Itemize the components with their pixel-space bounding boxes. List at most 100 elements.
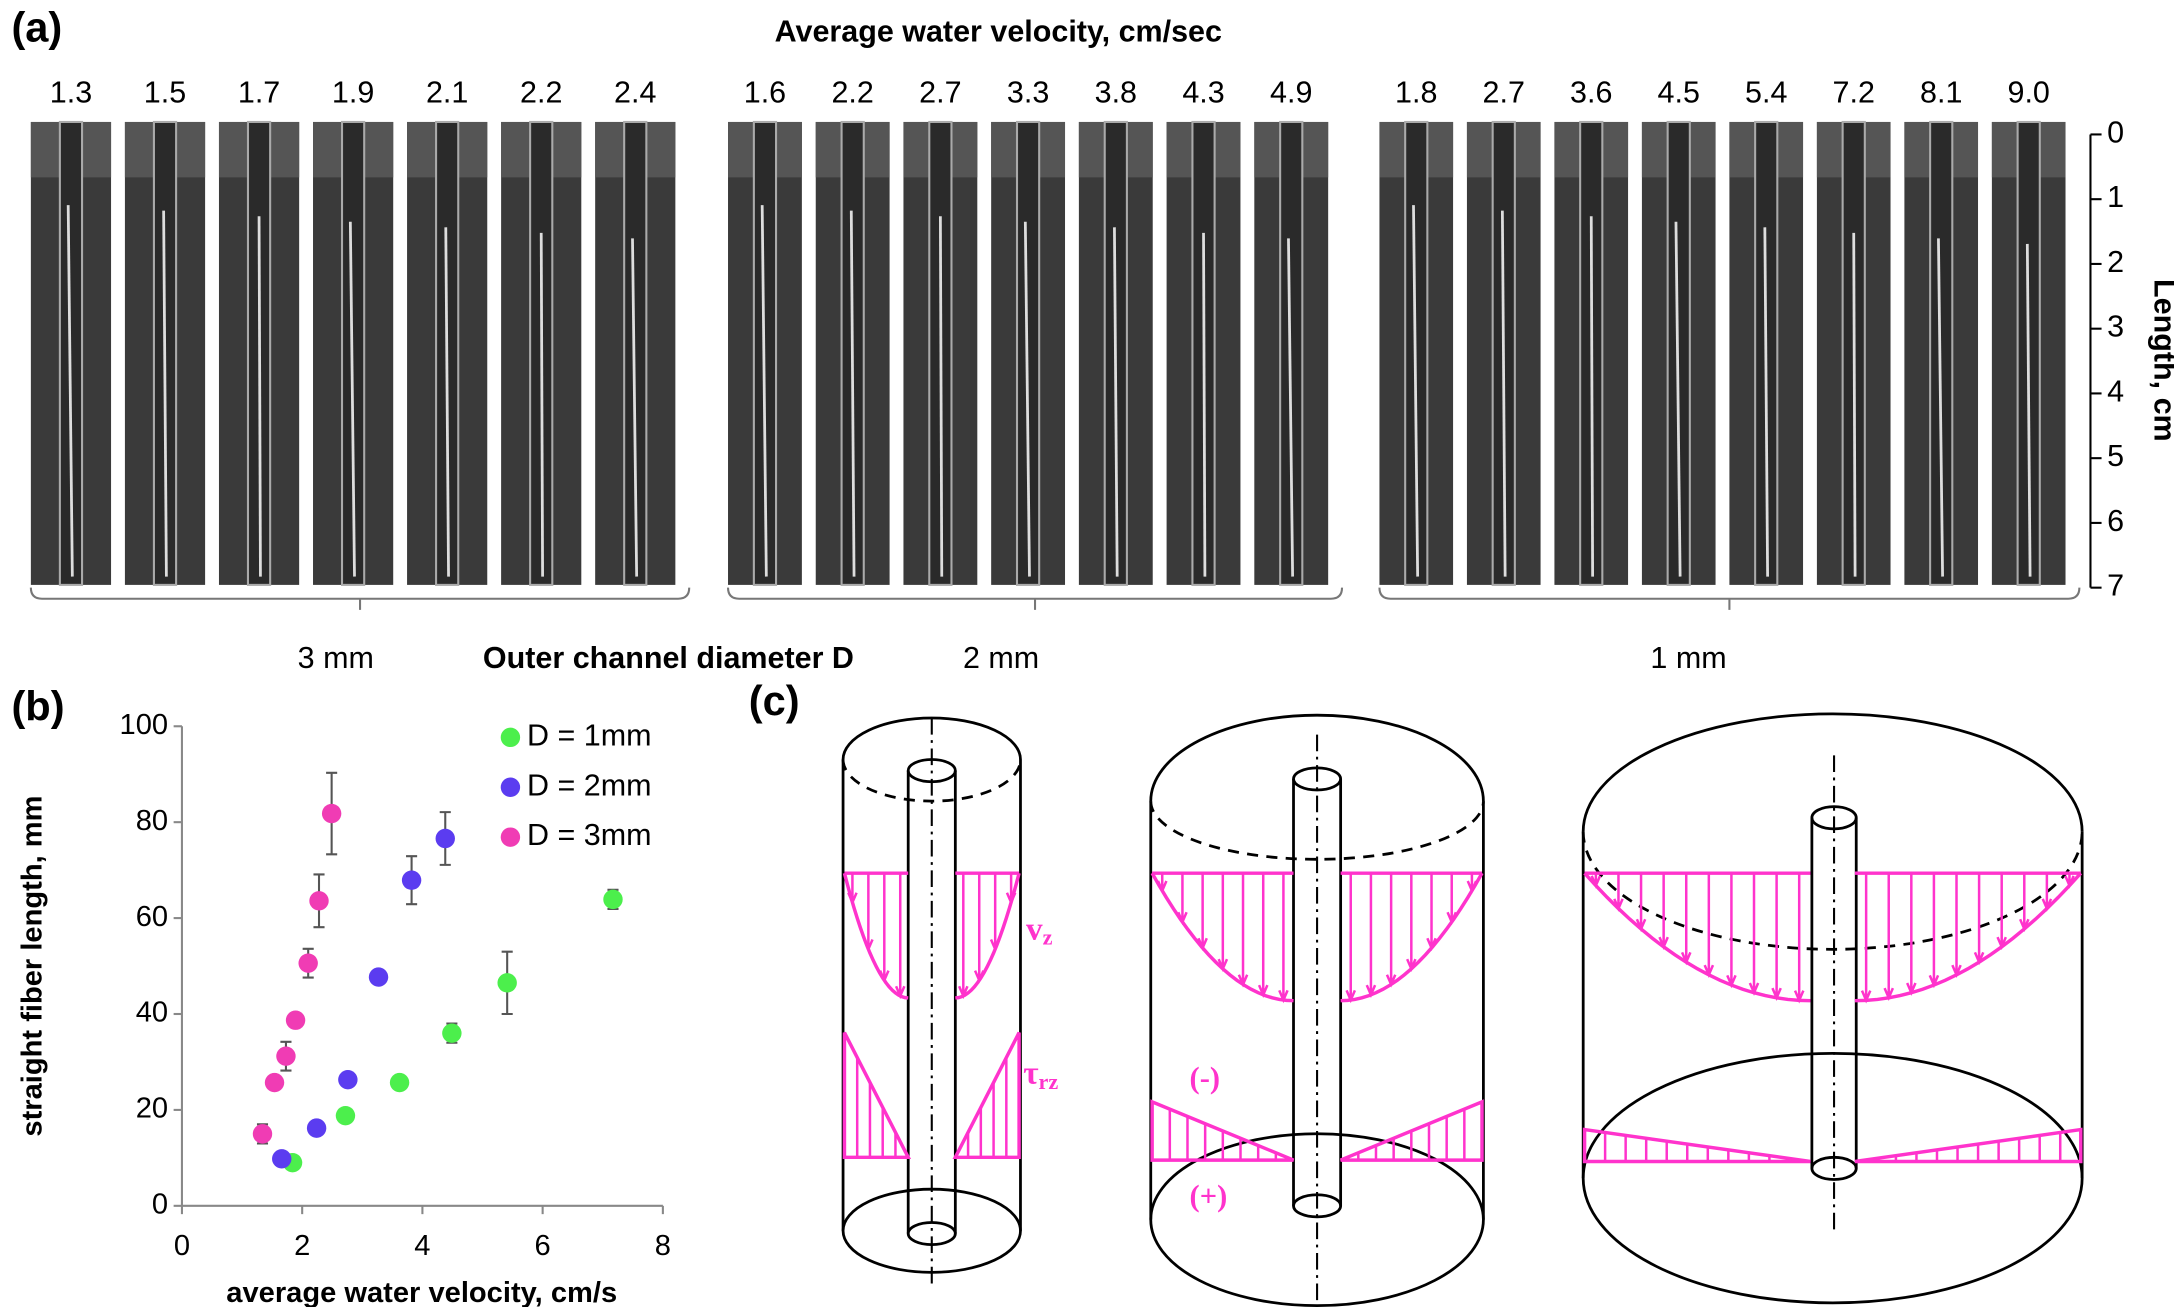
velocity-profile <box>1583 872 1811 1003</box>
velocity-arrow <box>1385 873 1397 988</box>
velocity-arrow <box>1345 873 1357 1004</box>
velocity-arrow <box>1426 873 1437 952</box>
y-tick-label: 100 <box>120 709 169 741</box>
length-tick-label: 6 <box>2107 504 2124 538</box>
velocity-arrow <box>1197 873 1208 952</box>
fiber <box>1937 238 1944 577</box>
velocity-arrow <box>957 873 969 1000</box>
data-point <box>309 891 329 911</box>
subscript: z <box>1043 925 1053 950</box>
data-point <box>368 967 389 987</box>
y-tick-label: 0 <box>152 1189 168 1221</box>
cylinder-top-back <box>1581 831 2084 951</box>
velocity-arrow <box>2018 873 2030 933</box>
fiber <box>1023 221 1031 577</box>
fiber <box>66 205 74 577</box>
velocity-arrow <box>1237 873 1249 988</box>
velocity-label: 3.8 <box>1095 75 1137 109</box>
cylinder-top <box>1149 713 1485 802</box>
length-tick-label: 0 <box>2107 115 2124 149</box>
velocity-label: 1.9 <box>332 75 374 109</box>
length-tick-label: 3 <box>2107 310 2124 344</box>
fiber <box>1852 232 1857 577</box>
fiber <box>760 205 768 577</box>
inner-tube <box>1292 778 1343 1206</box>
velocity-arrow <box>1635 873 1647 933</box>
diameter-label: 3 mm <box>298 641 374 675</box>
shear-profile <box>842 1031 912 1160</box>
cylinder-top-back <box>1149 801 1485 861</box>
y-tick-label: 80 <box>136 805 168 837</box>
length-tick-label: 5 <box>2107 439 2124 473</box>
data-point <box>285 1010 306 1030</box>
length-tick-label: 1 <box>2107 180 2124 214</box>
legend-label: D = 1mm <box>527 718 652 752</box>
velocity-arrow <box>863 873 874 953</box>
data-point <box>401 870 422 890</box>
group-brace <box>29 587 691 610</box>
legend-marker <box>500 777 521 797</box>
cylinder-wall <box>1581 831 2084 1179</box>
length-tick-label: 2 <box>2107 245 2124 279</box>
profiles <box>842 871 2083 1164</box>
panel-label: (b) <box>11 683 64 730</box>
velocity-arrow <box>1590 873 1602 889</box>
velocity-arrow <box>1278 873 1289 1004</box>
fiber <box>444 227 450 577</box>
fiber <box>1412 205 1420 577</box>
y-tick-label: 40 <box>136 997 168 1029</box>
shear-profile <box>1582 1127 1811 1164</box>
data-point <box>321 803 342 824</box>
x-tick-label: 8 <box>655 1230 671 1262</box>
symbol: τ <box>1023 1054 1038 1091</box>
velocity-label: 2.7 <box>1483 75 1525 109</box>
data-point <box>306 1118 327 1138</box>
velocity-label: vz <box>1026 910 1053 950</box>
velocity-label: 2.7 <box>919 75 961 109</box>
x-axis-label: average water velocity, cm/s <box>226 1277 617 1307</box>
velocity-label: 4.3 <box>1182 75 1224 109</box>
velocity-arrow <box>1406 873 1417 972</box>
data-point <box>389 1072 410 1093</box>
fiber <box>1500 210 1507 577</box>
velocity-label: 2.2 <box>520 75 562 109</box>
data-point <box>442 1023 462 1043</box>
fiber <box>1589 216 1595 577</box>
diameter-label: 1 mm <box>1650 641 1726 675</box>
velocity-arrow <box>894 873 906 1000</box>
velocity-label: 1.7 <box>238 75 280 109</box>
velocity-label: 9.0 <box>2008 75 2050 109</box>
velocity-arrow <box>1726 873 1737 989</box>
velocity-arrow <box>1257 873 1269 999</box>
data-point <box>252 1124 273 1144</box>
subscript: rz <box>1039 1069 1059 1094</box>
legend-label: D = 3mm <box>527 818 652 852</box>
sign-label: (-) <box>1190 1061 1220 1095</box>
velocity-arrow <box>1771 873 1782 1001</box>
velocity-arrow <box>1973 873 1985 966</box>
fiber <box>348 221 356 577</box>
fiber <box>1763 227 1769 577</box>
fiber <box>938 216 944 577</box>
velocity-arrow <box>1613 873 1624 912</box>
x-tick-label: 4 <box>414 1230 430 1262</box>
x-tick-label: 2 <box>294 1230 310 1262</box>
inner-tube <box>1810 817 1858 1169</box>
data-point <box>497 973 517 993</box>
y-axis-label: straight fiber length, mm <box>16 796 48 1137</box>
velocity-arrow <box>1883 873 1895 1001</box>
data-point <box>435 828 455 849</box>
group-brace <box>1378 587 2081 610</box>
panel-label: (a) <box>11 3 62 50</box>
fiber <box>631 238 639 577</box>
velocity-arrow <box>1177 873 1188 926</box>
legend-marker <box>500 827 521 847</box>
velocity-arrow <box>1951 873 1962 979</box>
velocity-label: 4.9 <box>1270 75 1312 109</box>
shear-profile <box>952 1031 1021 1160</box>
velocity-arrow <box>2064 873 2075 889</box>
data-point <box>603 889 623 910</box>
fiber <box>2025 243 2032 577</box>
velocity-arrow <box>1996 873 2007 950</box>
cylinders <box>841 712 2084 1307</box>
